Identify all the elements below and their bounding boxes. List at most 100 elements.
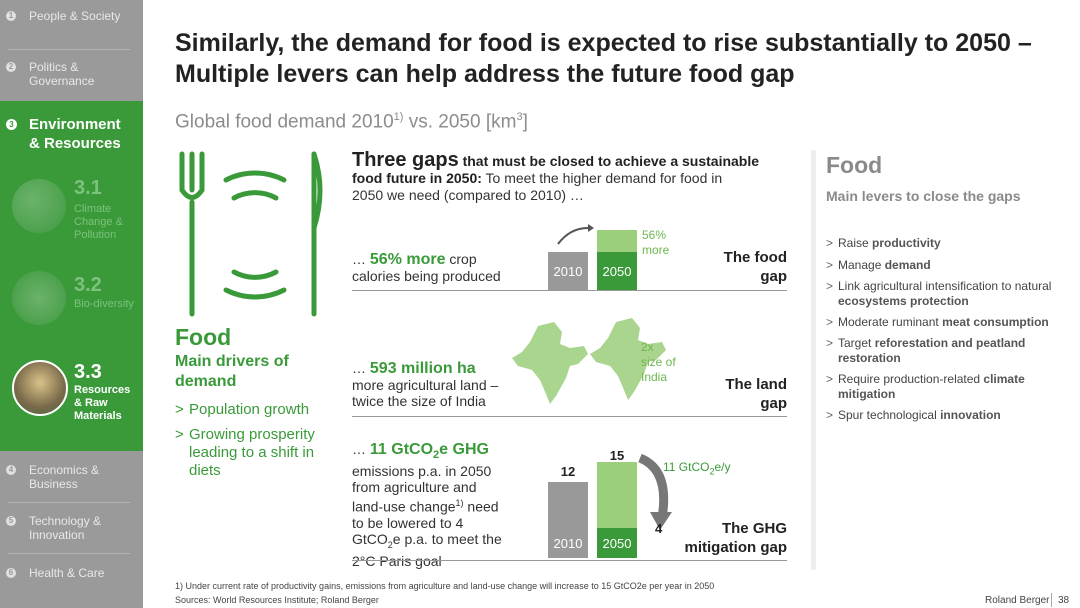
heading-text: that must be closed to achieve a sustain…: [458, 153, 760, 169]
page-subtitle: Global food demand 20101) vs. 2050 [km3]: [175, 111, 528, 133]
text: The GHG: [721, 520, 787, 537]
text: The land: [725, 376, 787, 393]
bar-2010: [548, 482, 588, 558]
bar-2050-target: [597, 528, 637, 558]
levers-subtitle: Main levers to close the gaps: [826, 188, 1021, 204]
prefix: …: [352, 251, 370, 267]
nav-item-environment-resources[interactable]: 3 Environment & Resources 3.1 Climate Ch…: [0, 101, 143, 451]
subnav-number: 3.3: [74, 361, 102, 383]
lever-bold: ecosystems protection: [838, 294, 969, 308]
text: India: [641, 370, 668, 384]
panel-divider: [811, 150, 816, 570]
increase-arrow-icon: [557, 227, 589, 245]
subtitle-text: ]: [522, 111, 528, 133]
text: GtCO: [352, 530, 388, 547]
land-note: 2x size of India: [641, 340, 676, 385]
text: emissions p.a. in 2050: [352, 463, 492, 480]
lever-text: Target reforestation and peatland restor…: [838, 336, 1053, 366]
nav-label: Technology & Innovation: [29, 514, 102, 542]
bullet-marker: >: [826, 336, 834, 350]
text: size of: [641, 355, 676, 369]
plate-cutlery-icon: [179, 151, 323, 317]
lever-text: Require production-related climate mitig…: [838, 372, 1053, 402]
lever-pre: Manage: [838, 258, 885, 272]
text: 56%: [642, 228, 667, 242]
lever-pre: Require production-related: [838, 372, 984, 386]
text: e p.a. to meet the: [392, 530, 502, 547]
text: more agricultural land –: [352, 377, 499, 393]
text: land-use change: [352, 498, 456, 515]
subnav-label: Climate Change & Pollution: [74, 203, 123, 241]
lever-bold: climate mitigation: [838, 372, 1025, 401]
text: from agriculture and: [352, 479, 477, 496]
bullet-marker: >: [826, 408, 834, 422]
sources: Sources: World Resources Institute; Rola…: [175, 595, 379, 605]
nav-label: Economics & Business: [29, 463, 100, 491]
footnote-marker: 1): [455, 498, 464, 509]
ghg-2050-value: 15: [609, 448, 625, 463]
food-gap-chart: [548, 224, 637, 290]
bullet-marker: >: [826, 279, 834, 293]
biodiversity-thumbnail: [12, 271, 66, 325]
bullet-marker: >: [826, 372, 834, 386]
ghg-gap-title: The GHG mitigation gap: [660, 519, 788, 557]
lever-bold: demand: [884, 258, 931, 272]
divider: [8, 502, 130, 503]
text: gap: [760, 268, 787, 285]
bar-2050-base: [597, 252, 637, 290]
drivers-subtitle: Main drivers of demand: [175, 353, 289, 390]
brand-name: Roland Berger: [985, 595, 1050, 606]
food-2050-label: 2050: [602, 264, 632, 279]
text: mitigation gap: [684, 539, 788, 556]
footnote-marker: 1): [393, 111, 404, 123]
subnav-label: Bio-diversity: [74, 298, 134, 310]
nav-number: 1: [6, 11, 16, 21]
text: to be lowered to 4: [352, 514, 464, 531]
nav-label: Health & Care: [29, 566, 105, 580]
ghg-value-end: e GHG: [439, 441, 489, 458]
text: 11 GtCO: [663, 460, 710, 474]
ghg-value: 11 GtCO: [369, 441, 434, 458]
bar-2050-increase: [597, 230, 637, 252]
subnav-label: Resources & Raw Materials: [74, 384, 131, 422]
nav-number: 3: [6, 119, 17, 130]
ghg-gap-text: … 11 GtCO2e GHG emissions p.a. in 2050 fro…: [352, 441, 502, 569]
divider: [8, 49, 130, 50]
food-gap-value: 56% more: [369, 251, 446, 268]
subscript: 2: [387, 539, 393, 550]
prefix: …: [352, 360, 370, 376]
land-gap-value: 593 million ha: [369, 360, 476, 377]
heading-text: 2050 we need (compared to 2010) …: [352, 187, 584, 203]
subnav-climate[interactable]: 3.1 Climate Change & Pollution: [0, 171, 143, 241]
lever-bold: productivity: [872, 236, 941, 250]
bullet-marker: >: [826, 258, 834, 272]
lever-bold: meat consumption: [942, 315, 1049, 329]
reduction-arrow-icon: [638, 453, 669, 519]
subnav-number: 3.1: [74, 177, 102, 199]
lever-text: Moderate ruminant meat consumption: [838, 315, 1053, 330]
gaps-heading: Three gaps that must be closed to achiev…: [352, 149, 797, 204]
lever-bold: innovation: [940, 408, 1001, 422]
ghg-target-value: 4: [655, 521, 663, 536]
levers-title: Food: [826, 152, 883, 178]
drivers-title: Food: [175, 324, 232, 350]
text: 2x: [641, 340, 654, 354]
driver-text: Population growth: [189, 401, 310, 418]
text: The food: [723, 249, 787, 266]
lever-post: and peatland restoration: [838, 336, 1026, 365]
subnav-resources[interactable]: 3.3 Resources & Raw Materials: [0, 355, 143, 425]
text: e/y: [714, 460, 731, 474]
ghg-2050-label: 2050: [602, 536, 632, 551]
nav-number: 2: [6, 62, 16, 72]
divider: [8, 553, 130, 554]
nav-number: 6: [6, 568, 16, 578]
resources-thumbnail: [12, 360, 68, 416]
heading-bold: Three gaps: [352, 149, 459, 171]
ghg-gap-chart: [548, 453, 672, 558]
subnav-biodiversity[interactable]: 3.2 Bio-diversity: [0, 266, 143, 336]
page-number: 38: [1058, 595, 1070, 606]
nav-label: Politics & Governance: [29, 60, 95, 88]
bar-2010: [548, 252, 588, 290]
heading-text: To meet the higher demand for food in: [481, 170, 723, 186]
land-gap-text: … 593 million ha more agricultural land –…: [352, 360, 498, 409]
